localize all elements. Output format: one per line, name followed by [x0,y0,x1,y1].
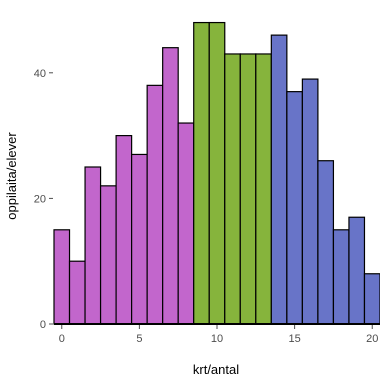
histogram-bar [99,185,117,325]
y-tick-label: 0 [40,319,46,331]
x-tick-label: 20 [366,333,378,345]
histogram-bar [177,122,195,325]
histogram-bar [332,229,350,325]
y-tick-label: 20 [34,193,46,205]
y-axis-title: oppilaita/elever [4,132,19,220]
x-axis-title: krt/antal [193,362,239,377]
histogram-bar [301,78,319,325]
y-axis: 0 20 40 [34,68,53,331]
histogram-bar [286,91,303,325]
bars-group [53,21,380,325]
histogram-bar [53,229,71,325]
histogram-bar [193,21,210,325]
histogram-bar [224,53,241,325]
histogram-bar [146,84,164,325]
histogram-bar [162,47,179,325]
x-tick-label: 15 [288,333,300,345]
histogram-bar [363,273,380,325]
histogram-bar [115,135,133,325]
histogram-bar [84,166,102,325]
x-tick-label: 10 [211,333,223,345]
x-tick-label: 5 [136,333,142,345]
histogram-bar [348,216,366,325]
x-tick-label: 0 [59,333,65,345]
x-axis: 0 5 10 15 20 [59,325,378,345]
histogram-bar [317,160,335,325]
histogram-bar [68,260,86,325]
histogram-bar [131,153,148,325]
histogram-bar [255,53,272,325]
histogram-bar [270,34,288,325]
y-tick-label: 40 [34,68,46,80]
histogram-bar [239,53,257,325]
histogram-bar [208,21,226,325]
